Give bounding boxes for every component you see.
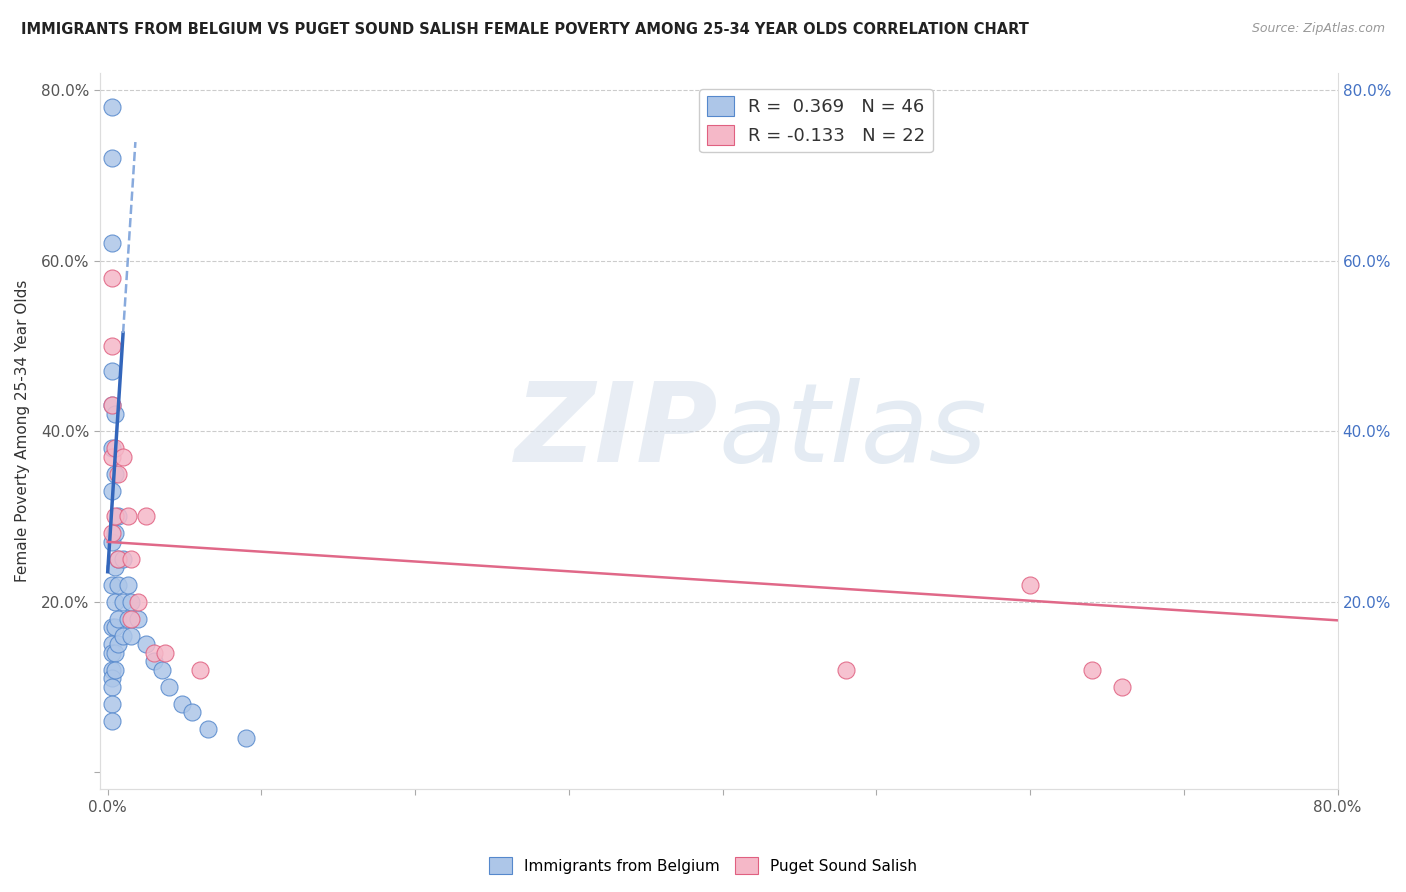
Y-axis label: Female Poverty Among 25-34 Year Olds: Female Poverty Among 25-34 Year Olds — [15, 280, 30, 582]
Point — [101, 535, 124, 549]
Point — [112, 629, 135, 643]
Point — [120, 594, 142, 608]
Text: atlas: atlas — [718, 377, 987, 484]
Point — [107, 637, 129, 651]
Point — [104, 509, 127, 524]
Point — [112, 594, 135, 608]
Point — [107, 577, 129, 591]
Point — [135, 637, 157, 651]
Point — [107, 552, 129, 566]
Point — [1080, 663, 1102, 677]
Point — [142, 646, 165, 660]
Point — [101, 697, 124, 711]
Point — [188, 663, 211, 677]
Point — [104, 663, 127, 677]
Point — [120, 629, 142, 643]
Point — [107, 509, 129, 524]
Text: IMMIGRANTS FROM BELGIUM VS PUGET SOUND SALISH FEMALE POVERTY AMONG 25-34 YEAR OL: IMMIGRANTS FROM BELGIUM VS PUGET SOUND S… — [21, 22, 1029, 37]
Point — [197, 723, 219, 737]
Point — [112, 552, 135, 566]
Point — [101, 714, 124, 728]
Point — [101, 671, 124, 685]
Point — [101, 620, 124, 634]
Point — [1111, 680, 1133, 694]
Text: ZIP: ZIP — [516, 377, 718, 484]
Point — [101, 399, 124, 413]
Point — [101, 100, 124, 114]
Point — [104, 620, 127, 634]
Point — [117, 509, 139, 524]
Point — [101, 441, 124, 455]
Point — [120, 552, 142, 566]
Point — [101, 526, 124, 541]
Point — [157, 680, 180, 694]
Point — [101, 399, 124, 413]
Point — [101, 577, 124, 591]
Point — [107, 552, 129, 566]
Point — [101, 450, 124, 464]
Point — [1019, 577, 1042, 591]
Point — [112, 450, 135, 464]
Legend: R =  0.369   N = 46, R = -0.133   N = 22: R = 0.369 N = 46, R = -0.133 N = 22 — [699, 89, 932, 153]
Point — [101, 339, 124, 353]
Text: Source: ZipAtlas.com: Source: ZipAtlas.com — [1251, 22, 1385, 36]
Point — [101, 364, 124, 378]
Point — [104, 560, 127, 574]
Point — [104, 441, 127, 455]
Point — [101, 483, 124, 498]
Point — [101, 637, 124, 651]
Point — [101, 646, 124, 660]
Legend: Immigrants from Belgium, Puget Sound Salish: Immigrants from Belgium, Puget Sound Sal… — [482, 851, 924, 880]
Point — [104, 594, 127, 608]
Point — [107, 467, 129, 481]
Point — [104, 646, 127, 660]
Point — [834, 663, 856, 677]
Point — [235, 731, 257, 745]
Point — [142, 654, 165, 668]
Point — [107, 612, 129, 626]
Point — [170, 697, 193, 711]
Point — [101, 663, 124, 677]
Point — [117, 612, 139, 626]
Point — [101, 270, 124, 285]
Point — [181, 706, 204, 720]
Point — [101, 151, 124, 165]
Point — [120, 612, 142, 626]
Point — [153, 646, 176, 660]
Point — [101, 236, 124, 251]
Point — [104, 407, 127, 421]
Point — [104, 526, 127, 541]
Point — [101, 680, 124, 694]
Point — [127, 612, 149, 626]
Point — [150, 663, 173, 677]
Point — [127, 594, 149, 608]
Point — [135, 509, 157, 524]
Point — [117, 577, 139, 591]
Point — [104, 467, 127, 481]
